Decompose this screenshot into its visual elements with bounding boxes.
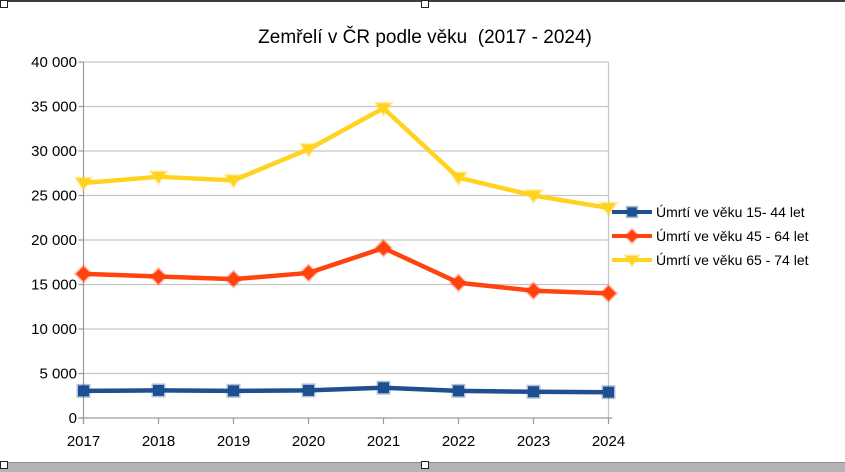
x-axis-label: 2019: [217, 433, 250, 450]
x-axis-label: 2018: [142, 433, 175, 450]
y-axis-label: 30 000: [31, 143, 77, 160]
data-point-marker: [373, 101, 394, 118]
data-point-marker: [625, 205, 639, 219]
data-point-marker: [598, 201, 619, 218]
legend-item-0[interactable]: Úmrtí ve věku 15- 44 let: [612, 204, 805, 220]
data-point-marker: [601, 385, 616, 400]
x-axis-label: 2017: [67, 433, 100, 450]
grid-layer: [83, 61, 610, 418]
series-layer: [73, 101, 619, 400]
data-point-marker: [298, 142, 319, 159]
data-point-marker: [73, 176, 94, 193]
legend-item-1[interactable]: Úmrtí ve věku 45 - 64 let: [612, 227, 809, 245]
label-layer: 0 5 000 10 000 15 000 20 000 25 000 30 000 35 0…: [31, 54, 625, 450]
y-axis-label: 10 000: [31, 321, 77, 338]
x-axis-label: 2020: [292, 433, 325, 450]
data-point-marker: [448, 273, 469, 293]
legend-label: Úmrtí ve věku 65 - 74 let: [656, 252, 809, 268]
selection-handle-bottom-middle[interactable]: [421, 461, 429, 469]
selection-handle-top-middle[interactable]: [421, 0, 429, 8]
data-point-marker: [376, 380, 391, 395]
series-line-1[interactable]: [81, 245, 611, 296]
data-point-marker: [373, 238, 394, 258]
data-point-marker: [301, 383, 316, 398]
legend-label: Úmrtí ve věku 45 - 64 let: [656, 228, 809, 244]
selection-handle-bottom-left[interactable]: [0, 461, 8, 469]
data-point-marker: [73, 264, 94, 284]
data-point-marker: [526, 384, 541, 399]
data-point-marker: [76, 383, 91, 398]
x-axis-label: 2023: [517, 433, 550, 450]
data-point-marker: [523, 189, 544, 205]
data-point-marker: [523, 281, 544, 301]
y-axis-label: 40 000: [31, 54, 77, 71]
chart-title: Zemřelí v ČR podle věku (2017 - 2024): [258, 26, 592, 48]
selection-handle-top-left[interactable]: [0, 0, 8, 8]
data-point-marker: [223, 269, 244, 289]
x-axis-label: 2024: [592, 433, 625, 450]
data-point-marker: [623, 227, 641, 245]
data-point-marker: [151, 383, 166, 398]
y-axis-label: 25 000: [31, 188, 77, 205]
x-axis-label: 2021: [367, 433, 400, 450]
data-point-marker: [223, 173, 244, 190]
x-axis-label: 2022: [442, 433, 475, 450]
series-line-0[interactable]: [81, 385, 611, 395]
legend-label: Úmrtí ve věku 15- 44 let: [656, 204, 805, 220]
axis-layer: [78, 61, 613, 424]
y-axis-label: 20 000: [31, 232, 77, 249]
data-point-marker: [451, 383, 466, 398]
y-axis-label: 5 000: [39, 366, 77, 383]
data-point-marker: [298, 263, 319, 283]
data-point-marker: [148, 170, 169, 187]
data-point-marker: [226, 383, 241, 398]
series-line-2[interactable]: [81, 106, 611, 211]
legend-item-2[interactable]: Úmrtí ve věku 65 - 74 let: [612, 252, 809, 269]
data-point-marker: [622, 254, 642, 269]
y-axis-label: 0: [69, 410, 77, 427]
y-axis-label: 35 000: [31, 99, 77, 116]
data-point-marker: [448, 171, 469, 187]
data-point-marker: [598, 283, 619, 304]
y-axis-label: 15 000: [31, 277, 77, 294]
data-point-marker: [148, 266, 169, 287]
chart-object[interactable]: Zemřelí v ČR podle věku (2017 - 2024) 0 5…: [0, 0, 845, 460]
chart-legend[interactable]: Úmrtí ve věku 15- 44 let Úmrtí ve věku 45…: [612, 204, 809, 269]
